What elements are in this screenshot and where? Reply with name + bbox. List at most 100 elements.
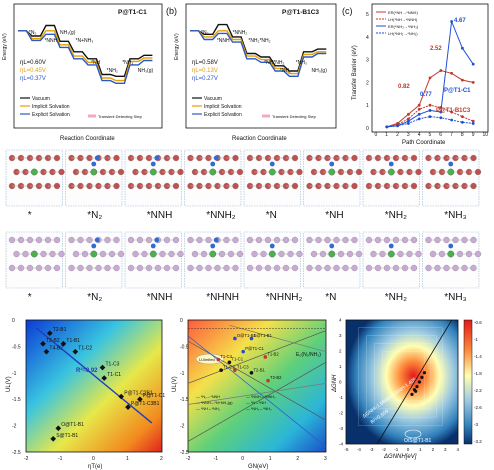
atom: [58, 168, 65, 176]
structure-label: *NNH: [147, 210, 173, 221]
barrier-point: [428, 76, 432, 80]
y-tick-label: -2: [180, 424, 185, 430]
series-explicit-solvation: [18, 30, 153, 84]
structure-label: *NNH₂: [206, 210, 236, 221]
atom: [351, 236, 358, 244]
panel-c-legend-1: LH(*NH→*NNH): [388, 17, 418, 22]
x-tick-label: 0: [92, 456, 95, 462]
x-tick-label: -3: [369, 447, 373, 452]
structure-cell: [303, 149, 361, 207]
panel-c-legend-0: ER(*NH→*NNH): [388, 10, 418, 15]
barrier-point: [471, 81, 475, 84]
energy-profile-panel-a: P@T1-C1 Energy (eV) Reaction Coordinate …: [2, 3, 163, 142]
nitrogen-atom: [213, 237, 219, 243]
fit-line: [35, 327, 153, 424]
atom: [232, 154, 239, 162]
legend-entry: — *NH→*NH₂: [196, 407, 221, 411]
panel-e-plot-area: [187, 319, 327, 453]
panel-a-series: [18, 24, 153, 84]
point-label: T2-B2: [46, 338, 60, 344]
data-point: [118, 393, 125, 400]
panel-c-letter: (c): [342, 6, 353, 16]
nitrogen-atom: [329, 243, 335, 249]
x-tick-label: 3: [444, 447, 447, 452]
structure-label: *NH₂: [385, 210, 407, 221]
point-label: T2-B2: [270, 375, 282, 380]
structure-label: *NH₂: [385, 292, 407, 303]
barrier-point: [450, 110, 453, 114]
y-tick-label: -1.5: [12, 397, 21, 403]
barrier-point: [461, 115, 464, 118]
structure-row-1: * *N₂ *NNH *NNH₂ *N *NH *NH₂ *NH₃: [5, 149, 482, 221]
step-label: *NH₃: [122, 60, 133, 66]
structure-cell: [124, 149, 182, 207]
step-label: *NH₂: [107, 68, 118, 74]
limiting-step-line: [187, 361, 327, 442]
barrier-point: [385, 125, 389, 129]
panel-c-annot-082: 0.82: [398, 84, 410, 90]
barrier-point: [428, 109, 432, 112]
barrier-point: [461, 78, 464, 82]
panel-c-legend: ER(*NH→*NNH) LH(*NH→*NNH) ER(*NH₂→*NH₃) …: [376, 10, 419, 36]
x-tick-label: 1: [419, 447, 422, 452]
limiting-step-line: [187, 383, 327, 405]
point-label: T1-C4: [220, 354, 232, 359]
data-point: [414, 389, 418, 393]
panel-c-annot-b1c3: P@T1-B1C3: [436, 108, 471, 114]
atom: [296, 168, 303, 176]
atom: [58, 250, 65, 258]
structure-label: *NHNH₂: [266, 292, 303, 303]
legend-entry: — *NNH→*NNH₂: [246, 395, 276, 399]
data-point: [216, 357, 221, 362]
structure-cell: [124, 231, 182, 289]
colorbar-tick: -0.6: [474, 320, 482, 325]
nitrogen-atom: [94, 237, 100, 243]
point-label: T1-C1: [107, 372, 121, 378]
structure-label: *NHNH: [206, 292, 239, 303]
phosphorus-atom: [149, 250, 157, 258]
point-label: T4-B2: [49, 346, 63, 352]
structure-label: *: [28, 292, 32, 303]
atom: [172, 236, 180, 244]
legend-vacuum: Vacuum: [32, 96, 50, 102]
panel-f-annot-circle: [404, 429, 422, 439]
atom: [113, 182, 120, 190]
atom: [177, 168, 184, 176]
atom: [113, 154, 120, 162]
nitrogen-atom: [210, 243, 216, 249]
nitrogen-atom: [150, 161, 156, 167]
point-label: T1-B1: [66, 338, 80, 344]
atom: [296, 250, 303, 258]
structure-label: *N₂: [87, 210, 102, 221]
atom: [351, 264, 358, 272]
barrier-point: [417, 112, 421, 116]
data-point: [420, 375, 424, 379]
data-point: [422, 371, 426, 375]
structure-label: *N₂: [87, 292, 102, 303]
y-tick-label: 0: [366, 126, 369, 132]
series-vacuum: [190, 23, 327, 72]
legend-explicit: Explicit Solvation: [32, 112, 70, 118]
atom: [113, 236, 120, 244]
phosphorus-atom: [30, 250, 38, 258]
y-tick-label: -0.5: [12, 344, 21, 350]
data-point: [266, 378, 270, 383]
barrier-point: [428, 115, 432, 118]
colorbar-tick: -3: [474, 422, 478, 427]
point-label: T1-C3: [106, 362, 120, 368]
panel-f-xlabel: ΔGNNH[eV]: [383, 454, 417, 460]
atom: [474, 250, 482, 258]
data-point: [125, 404, 131, 410]
data-point: [410, 392, 414, 396]
energy-profile-panel-b: (b) P@T1-B1C3 Energy (eV) Reaction Coord…: [166, 3, 337, 142]
panel-c-annot-252: 2.52: [430, 46, 442, 52]
data-point: [233, 336, 237, 341]
x-tick-label: 2: [296, 456, 299, 462]
atom: [351, 154, 358, 162]
panel-d-plot-area: [25, 319, 163, 453]
data-point: [241, 349, 245, 354]
atom: [410, 264, 418, 272]
x-tick-label: 1: [385, 132, 388, 138]
atom: [53, 236, 61, 244]
